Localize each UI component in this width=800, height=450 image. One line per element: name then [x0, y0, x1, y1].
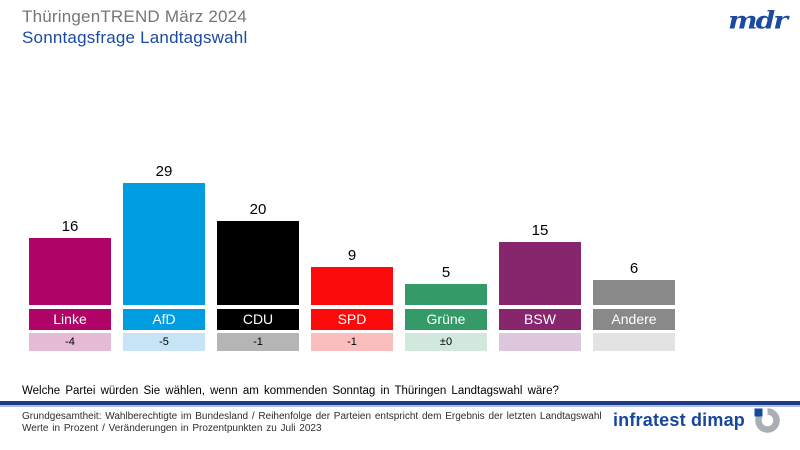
footer-divider	[0, 401, 800, 407]
party-label: Linke	[29, 309, 111, 330]
bar-cdu	[217, 221, 299, 305]
bar-grüne	[405, 284, 487, 305]
bar-andere	[593, 279, 675, 305]
bar-chart: 16 Linke -4 29 AfD -5 20 CDU -1 9 SPD -1 5 Grüne ±0 15 B…	[29, 163, 675, 351]
change-label: -5	[123, 333, 205, 351]
change-label	[499, 333, 581, 351]
bar-column-andere: 6 Andere	[593, 260, 675, 351]
bar-value-label: 15	[531, 222, 549, 239]
bar-value-label: 16	[61, 217, 79, 235]
change-label: -1	[311, 333, 393, 351]
footnotes: Grundgesamtheit: Wahlberechtigte im Bund…	[22, 411, 602, 434]
bar-value-label: 20	[249, 201, 267, 218]
change-label: -1	[217, 333, 299, 351]
bar-column-afd: 29 AfD -5	[123, 163, 205, 351]
bar-column-bsw: 15 BSW	[499, 222, 581, 351]
bar-column-grüne: 5 Grüne ±0	[405, 264, 487, 351]
party-label: Andere	[593, 309, 675, 330]
survey-question: Welche Partei würden Sie wählen, wenn am…	[22, 385, 559, 397]
bar-spd	[311, 267, 393, 305]
bar-afd	[123, 183, 205, 305]
party-label: AfD	[123, 309, 205, 330]
footnote-line-2: Werte in Prozent / Veränderungen in Proz…	[22, 422, 322, 434]
bar-value-label: 9	[347, 247, 357, 265]
bar-column-cdu: 20 CDU -1	[217, 201, 299, 351]
change-label: ±0	[405, 333, 487, 351]
infratest-dimap-logo	[754, 408, 780, 433]
party-label: BSW	[499, 309, 581, 330]
infratest-dimap-wordmark: infratest dimap	[612, 410, 745, 430]
infratest-dimap-branding: infratest dimap	[613, 407, 780, 434]
bar-linke	[29, 237, 111, 305]
mdr-logo: mdr	[728, 6, 788, 35]
party-label: Grüne	[405, 309, 487, 330]
bar-value-label: 6	[629, 259, 639, 277]
bar-column-spd: 9 SPD -1	[311, 247, 393, 351]
page-title: ThüringenTREND März 2024	[22, 7, 247, 26]
bar-value-label: 29	[155, 163, 173, 181]
bar-value-label: 5	[441, 264, 451, 281]
bar-column-linke: 16 Linke -4	[29, 218, 111, 351]
page-subtitle: Sonntagsfrage Landtagswahl	[22, 28, 248, 47]
footnote-line-1: Grundgesamtheit: Wahlberechtigte im Bund…	[22, 411, 602, 422]
bar-bsw	[499, 242, 581, 305]
party-label: CDU	[217, 309, 299, 330]
change-label: -4	[29, 333, 111, 351]
change-label	[593, 333, 675, 351]
party-label: SPD	[311, 309, 393, 330]
